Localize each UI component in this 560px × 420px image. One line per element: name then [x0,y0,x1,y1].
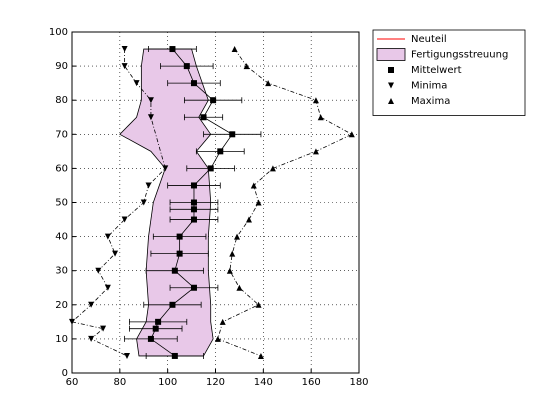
data-point [348,131,355,138]
x-tick-label: 80 [113,377,126,388]
legend-label: Neuteil [411,34,447,45]
y-tick-label: 70 [55,129,68,140]
data-point [312,97,319,104]
data-point [226,267,233,274]
data-point [317,114,324,121]
data-point [236,284,243,291]
legend-label: Maxima [411,96,450,107]
legend-marker [388,67,394,73]
data-point [219,318,226,325]
data-point [88,335,95,342]
legend-label: Minima [411,81,447,92]
scatter-band [119,48,214,357]
data-point [269,165,276,172]
data-point [265,80,272,87]
data-point [147,97,154,104]
data-point [169,301,176,308]
data-point [162,165,169,172]
data-point [190,284,197,291]
data-point [250,182,257,189]
data-point [231,46,238,53]
data-point [100,325,107,332]
x-tick-label: 140 [254,377,273,388]
data-point [183,63,190,70]
data-point [243,63,250,70]
x-tick-label: 120 [206,377,225,388]
data-point [121,63,128,70]
x-tick-label: 60 [66,377,79,388]
legend: Neuteil Fertigungsstreuung Mittelwert Minim… [372,29,526,116]
data-point [190,80,197,87]
y-tick-label: 90 [55,61,68,72]
data-point [140,199,147,206]
data-point [88,301,95,308]
data-point [207,165,214,172]
legend-swatch [376,48,406,61]
data-point [229,131,236,138]
data-point [152,325,159,332]
axes-box [71,31,360,374]
data-point [245,216,252,223]
data-point [104,284,111,291]
data-point [200,114,207,121]
data-point [190,182,197,189]
data-point [257,352,264,359]
legend-box [372,29,526,116]
data-point [121,216,128,223]
data-point [217,148,224,155]
data-point [112,250,119,257]
y-tick-label: 10 [55,334,68,345]
data-point [145,182,152,189]
legend-marker [388,82,394,89]
legend-marker [388,98,394,104]
y-tick-label: 40 [55,232,68,243]
data-point [176,250,183,257]
y-tick-label: 30 [55,266,68,277]
data-point [214,335,221,342]
data-point [255,199,262,206]
data-point [190,199,197,206]
y-tick-label: 60 [55,163,68,174]
data-point [171,267,178,274]
legend-label: Fertigungsstreuung [411,50,508,61]
data-point [147,114,154,121]
x-tick-label: 100 [158,377,177,388]
y-tick-label: 0 [62,368,68,379]
data-point [95,267,102,274]
data-point [133,80,140,87]
data-point [190,216,197,223]
y-tick-label: 80 [55,95,68,106]
data-point [147,335,154,342]
data-point [169,46,176,53]
data-point [210,97,217,104]
data-point [312,148,319,155]
y-tick-label: 50 [55,198,68,209]
data-point [104,233,111,240]
y-tick-label: 100 [49,27,68,38]
data-point [121,46,128,53]
data-point [155,318,162,325]
x-tick-label: 180 [349,377,368,388]
data-point [171,352,178,359]
data-point [234,233,241,240]
data-point [190,206,197,213]
legend-label: Mittelwert [411,65,462,76]
y-tick-label: 20 [55,300,68,311]
data-point [176,233,183,240]
x-tick-label: 160 [302,377,321,388]
data-point [124,352,131,359]
data-point [255,301,262,308]
data-point [229,250,236,257]
